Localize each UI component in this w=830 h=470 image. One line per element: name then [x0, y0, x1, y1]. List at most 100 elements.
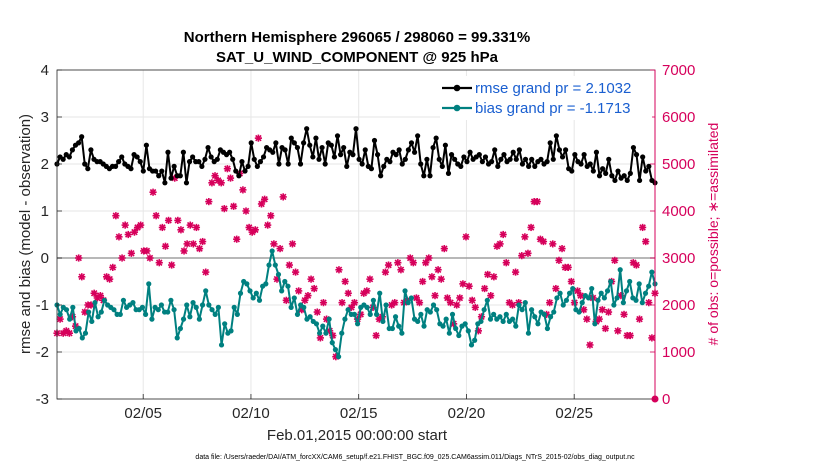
- obs-point: [595, 315, 603, 323]
- rmse-point: [236, 173, 242, 179]
- obs-point: [220, 205, 228, 213]
- obs-point: [335, 266, 343, 274]
- bias-point: [288, 304, 294, 310]
- obs-point: [446, 299, 455, 307]
- obs-point: [307, 275, 315, 283]
- rmse-point: [442, 142, 448, 148]
- bias-point: [149, 316, 155, 322]
- rmse-point: [615, 168, 621, 174]
- obs-point: [189, 240, 197, 248]
- y-right-tick-label: 6000: [662, 109, 695, 126]
- rmse-point: [436, 156, 442, 162]
- bias-point: [484, 297, 490, 303]
- bias-point: [111, 307, 117, 313]
- bias-point: [627, 278, 633, 285]
- rmse-point: [79, 134, 85, 140]
- bias-point: [449, 311, 456, 317]
- bias-point: [516, 302, 522, 308]
- y-axis-label: rmse and bias (model - observation): [17, 114, 34, 354]
- rmse-point: [214, 156, 220, 162]
- bias-point: [513, 323, 519, 329]
- rmse-point: [202, 156, 208, 162]
- obs-point: [580, 306, 588, 314]
- obs-point: [152, 212, 160, 220]
- rmse-point: [350, 152, 356, 158]
- bias-point: [601, 295, 607, 301]
- obs-point: [363, 287, 371, 295]
- rmse-point: [381, 163, 387, 169]
- rmse-point: [156, 173, 162, 179]
- obs-point: [419, 277, 427, 286]
- rmse-point: [421, 173, 427, 179]
- bias-point: [329, 340, 335, 346]
- obs-point: [564, 263, 572, 271]
- obs-point: [158, 223, 166, 232]
- rmse-point: [82, 161, 88, 167]
- obs-point: [428, 273, 436, 281]
- obs-point: [146, 254, 154, 262]
- bias-point: [158, 302, 165, 308]
- rmse-point: [532, 163, 538, 169]
- bias-point: [392, 314, 399, 320]
- x-axis-ticks: 02/05 02/10 02/15 02/20 02/25: [124, 394, 593, 422]
- bias-point: [63, 307, 70, 313]
- bias-point: [532, 314, 538, 320]
- obs-point: [480, 284, 489, 293]
- bias-point: [82, 330, 89, 336]
- bias-point: [576, 309, 582, 315]
- obs-point: [276, 245, 284, 253]
- obs-point: [155, 259, 163, 267]
- bias-point: [446, 330, 452, 336]
- bias-point: [633, 297, 639, 303]
- rmse-point: [362, 147, 368, 153]
- chart-subtitle: SAT_U_WIND_COMPONENT @ 925 hPa: [216, 49, 499, 66]
- bias-point: [209, 307, 215, 313]
- y-tick-label: -2: [36, 344, 49, 361]
- y-tick-label: 1: [41, 203, 49, 220]
- bias-point: [364, 304, 370, 310]
- bias-point: [339, 330, 345, 336]
- bias-point: [307, 314, 313, 320]
- rmse-point: [578, 161, 584, 167]
- obs-point: [106, 275, 114, 283]
- bias-point: [421, 323, 427, 329]
- bias-point: [620, 300, 626, 306]
- bias-point: [456, 332, 462, 339]
- rmse-point: [165, 149, 171, 155]
- rmse-point: [254, 163, 260, 169]
- obs-point: [239, 186, 247, 194]
- rmse-point: [640, 154, 646, 160]
- rmse-point: [319, 144, 325, 151]
- obs-point: [168, 261, 176, 269]
- bias-point: [487, 316, 494, 322]
- obs-point: [223, 165, 232, 173]
- bias-point: [418, 311, 424, 317]
- bias-point: [389, 325, 395, 332]
- obs-point: [202, 268, 210, 276]
- legend-box: [440, 76, 652, 120]
- bias-point: [301, 304, 307, 310]
- bias-point: [598, 290, 604, 296]
- rmse-point: [359, 161, 365, 167]
- rmse-point: [448, 152, 455, 158]
- rmse-point: [230, 156, 236, 162]
- obs-point: [254, 134, 262, 142]
- obs-point: [496, 240, 504, 248]
- rmse-point: [288, 135, 294, 141]
- rmse-point: [547, 140, 553, 146]
- bias-point: [222, 321, 228, 327]
- bias-point: [212, 311, 218, 317]
- obs-point: [115, 233, 123, 241]
- bias-point: [396, 323, 402, 329]
- obs-point: [127, 249, 135, 257]
- legend-rmse-label: rmse grand pr = 2.1032: [475, 80, 631, 97]
- obs-point: [384, 261, 393, 269]
- bias-point: [405, 300, 411, 306]
- obs-point: [409, 259, 417, 267]
- y-tick-label: 4: [41, 62, 49, 79]
- rmse-point: [273, 140, 279, 146]
- obs-point: [632, 261, 641, 269]
- bias-point: [253, 290, 259, 296]
- obs-point: [635, 315, 644, 323]
- bias-point: [399, 330, 405, 336]
